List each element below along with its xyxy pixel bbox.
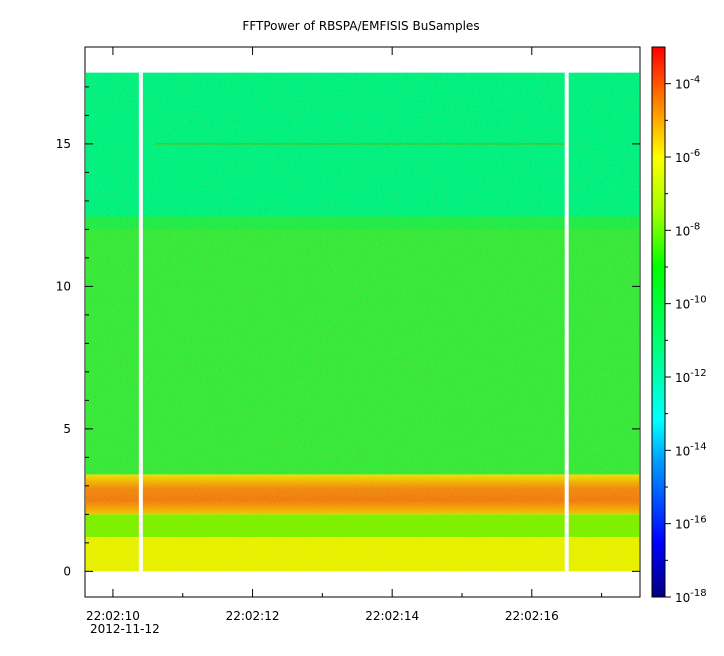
chart-title: FFTPower of RBSPA/EMFISIS BuSamples [242, 19, 479, 33]
colorbar-tick-exponent: -14 [690, 441, 706, 452]
colorbar-tick-base: 10 [675, 591, 690, 605]
colorbar-tick-base: 10 [675, 224, 690, 238]
colorbar-tick-exponent: -12 [690, 368, 706, 379]
colorbar-tick-exponent: -18 [690, 588, 706, 599]
colorbar-tick-exponent: -8 [690, 221, 700, 232]
colorbar-tick-label: 10-12 [675, 368, 707, 385]
colorbar-tick-base: 10 [675, 151, 690, 165]
colorbar-tick-label: 10-8 [675, 221, 700, 238]
x-tick-label: 22:02:14 [365, 609, 419, 623]
colorbar-tick-base: 10 [675, 371, 690, 385]
y-tick-label: 0 [63, 564, 71, 578]
colorbar-tick-base: 10 [675, 444, 690, 458]
colorbar-tick-base: 10 [675, 78, 690, 92]
colorbar-tick-label: 10-6 [675, 148, 700, 165]
colorbar [651, 46, 666, 598]
colorbar-tick-exponent: -10 [690, 295, 706, 306]
speckle-noise [86, 73, 639, 571]
colorbar-tick-base: 10 [675, 298, 690, 312]
data-gap-1 [564, 72, 569, 572]
colorbar-tick-label: 10-16 [675, 515, 707, 532]
colorbar-tick-exponent: -4 [690, 75, 700, 86]
y-tick-label: 5 [63, 422, 71, 436]
x-tick-label: 22:02:16 [505, 609, 559, 623]
y-axis: 0 5 10 15 [56, 86, 640, 578]
colorbar-tick-label: 10-10 [675, 295, 707, 312]
x-tick-label: 22:02:12 [226, 609, 280, 623]
colorbar-tick-exponent: -16 [690, 515, 706, 526]
y-tick-label: 15 [56, 137, 71, 151]
x-tick-label: 22:02:10 [86, 609, 140, 623]
colorbar-tick-label: 10-18 [675, 588, 707, 605]
colorbar-tick-label: 10-14 [675, 441, 707, 458]
data-gap-0 [138, 72, 143, 572]
date-label: 2012-11-12 [90, 622, 160, 636]
colorbar-tick-base: 10 [675, 518, 690, 532]
data-gaps [138, 72, 569, 572]
x-axis: 22:02:10 22:02:12 22:02:14 22:02:16 [86, 47, 603, 623]
colorbar-tick-exponent: -6 [690, 148, 700, 159]
colorbar-tick-label: 10-4 [675, 75, 700, 92]
y-tick-label: 10 [56, 279, 71, 293]
